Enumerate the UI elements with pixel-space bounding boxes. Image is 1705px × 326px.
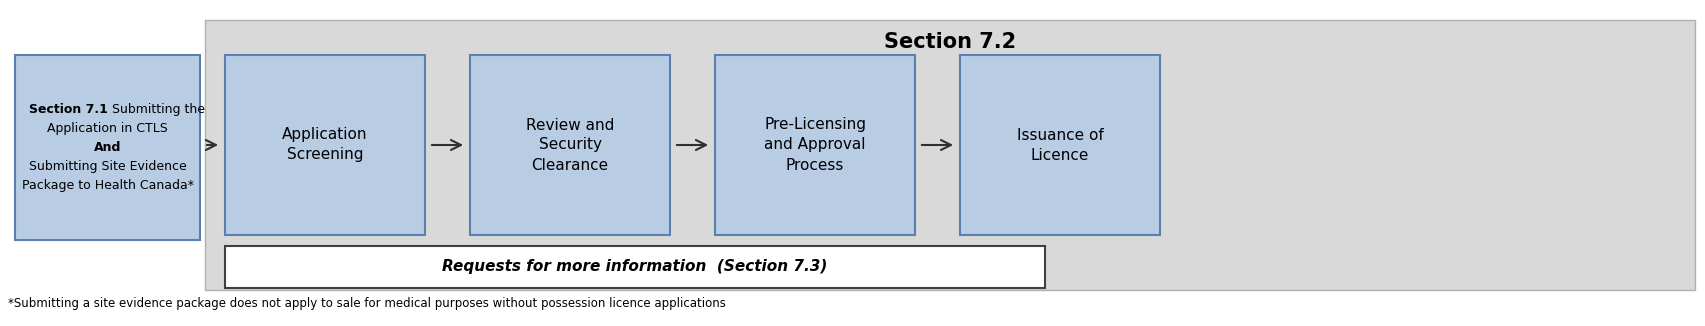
Text: and Approval: and Approval	[764, 138, 866, 153]
Text: Package to Health Canada*: Package to Health Canada*	[22, 179, 193, 192]
Text: Submitting Site Evidence: Submitting Site Evidence	[29, 160, 186, 173]
Text: And: And	[94, 141, 121, 154]
FancyBboxPatch shape	[960, 55, 1159, 235]
FancyBboxPatch shape	[714, 55, 916, 235]
Text: Security: Security	[539, 138, 602, 153]
Text: Issuance of: Issuance of	[1016, 127, 1103, 142]
Text: Application in CTLS: Application in CTLS	[48, 122, 167, 135]
Text: Licence: Licence	[1032, 147, 1089, 162]
FancyBboxPatch shape	[471, 55, 670, 235]
Text: Application: Application	[283, 127, 368, 142]
Text: *Submitting a site evidence package does not apply to sale for medical purposes : *Submitting a site evidence package does…	[9, 298, 726, 310]
Text: Section 7.2: Section 7.2	[883, 32, 1016, 52]
Text: Screening: Screening	[286, 147, 363, 162]
FancyBboxPatch shape	[225, 55, 425, 235]
Text: Section 7.1: Section 7.1	[29, 103, 107, 116]
FancyBboxPatch shape	[225, 246, 1045, 288]
Text: Review and: Review and	[525, 117, 614, 132]
Text: Requests for more information  (Section 7.3): Requests for more information (Section 7…	[442, 259, 827, 274]
Text: Pre-Licensing: Pre-Licensing	[764, 117, 866, 132]
Text: Submitting the: Submitting the	[107, 103, 205, 116]
FancyBboxPatch shape	[15, 55, 199, 240]
Text: Process: Process	[786, 157, 844, 172]
FancyBboxPatch shape	[205, 20, 1695, 290]
Text: Clearance: Clearance	[532, 157, 609, 172]
